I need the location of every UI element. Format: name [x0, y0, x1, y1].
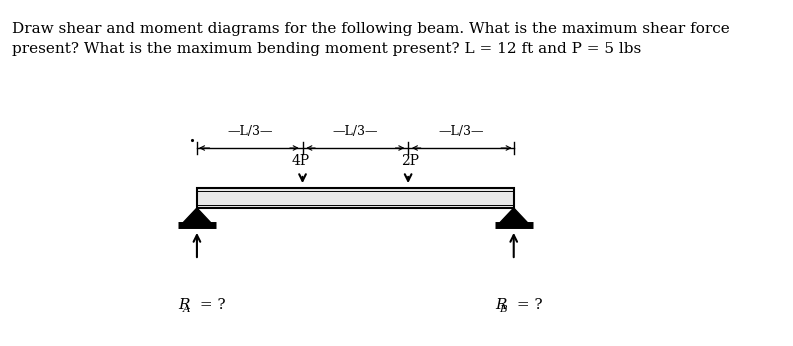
Text: —L/3—: —L/3— — [439, 125, 484, 138]
Polygon shape — [498, 208, 530, 225]
Text: B: B — [500, 305, 507, 314]
Text: Draw shear and moment diagrams for the following beam. What is the maximum shear: Draw shear and moment diagrams for the f… — [12, 22, 730, 36]
Text: 4P: 4P — [292, 154, 310, 168]
Text: —L/3—: —L/3— — [227, 125, 273, 138]
Text: —L/3—: —L/3— — [332, 125, 378, 138]
Text: present? What is the maximum bending moment present? L = 12 ft and P = 5 lbs: present? What is the maximum bending mom… — [12, 42, 642, 56]
Text: = ?: = ? — [512, 298, 542, 312]
Text: R: R — [496, 298, 507, 312]
Text: R: R — [178, 298, 190, 312]
Bar — [197, 188, 514, 208]
Polygon shape — [181, 208, 213, 225]
Text: 2P: 2P — [400, 154, 419, 168]
Text: A: A — [182, 305, 190, 314]
Text: = ?: = ? — [195, 298, 226, 312]
